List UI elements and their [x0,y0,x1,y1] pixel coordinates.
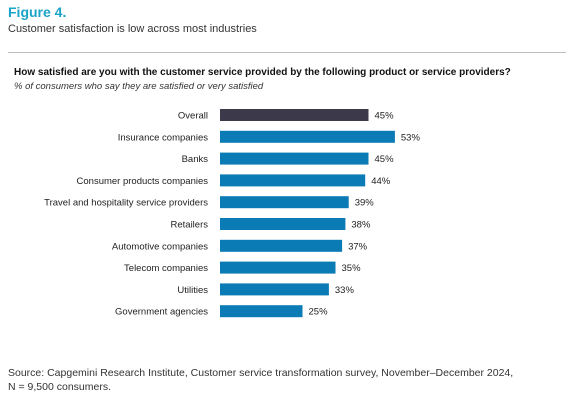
bar [220,130,395,143]
bar [220,152,369,165]
category-label: Consumer products companies [77,176,209,187]
value-label: 35% [342,263,362,274]
figure-label: Figure 4. [8,4,67,20]
divider [8,52,566,53]
category-label: Utilities [177,285,208,296]
source-note: Source: Capgemini Research Institute, Cu… [8,366,568,394]
category-label: Government agencies [115,307,208,318]
value-label: 39% [355,198,375,209]
figure-caption: Customer satisfaction is low across most… [8,23,257,35]
bar [220,239,343,252]
chart-title: How satisfied are you with the customer … [14,67,511,78]
bar [220,305,303,318]
chart-subtitle: % of consumers who say they are satisfie… [14,81,264,92]
value-label: 37% [348,241,368,252]
value-label: 33% [335,285,355,296]
value-label: 25% [309,307,329,318]
bar [220,174,366,187]
category-label: Travel and hospitality service providers [44,198,208,209]
value-label: 44% [371,176,391,187]
bar [220,261,336,274]
bar [220,218,346,230]
value-label: 45% [375,154,395,165]
source-line-2: N = 9,500 consumers. [8,381,112,393]
category-label: Insurance companies [118,132,209,143]
category-label: Banks [182,154,209,165]
bar-chart: Overall 45% Insurance companies 53% Banks 45%… [44,109,420,318]
value-label: 38% [351,220,371,231]
value-label: 53% [401,132,421,143]
category-label: Telecom companies [124,263,208,274]
source-line-1: Source: Capgemini Research Institute, Cu… [8,367,514,379]
category-label: Retailers [171,220,209,231]
bar [220,196,349,209]
category-label: Automotive companies [112,241,208,252]
bar [220,109,369,121]
category-label: Overall [178,111,208,122]
bars-group: Overall 45% Insurance companies 53% Banks 45%… [44,109,420,318]
bar [220,283,329,296]
value-label: 45% [375,111,395,122]
